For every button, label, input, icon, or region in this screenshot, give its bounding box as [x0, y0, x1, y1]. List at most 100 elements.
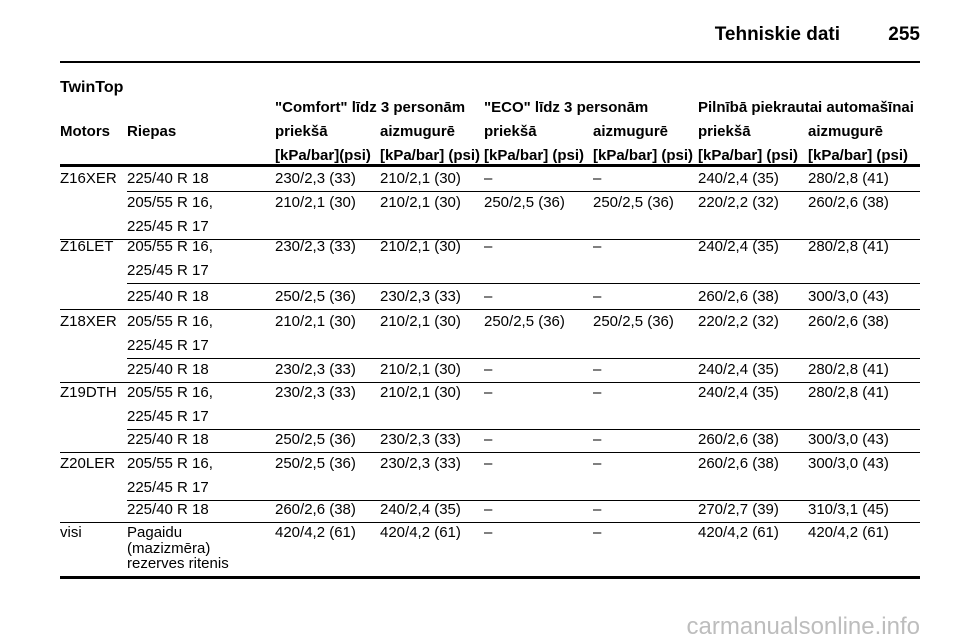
sub-header: aizmugurē	[380, 123, 456, 140]
tyre: 225/45 R 17	[127, 408, 209, 425]
pressure: 300/3,0 (43)	[808, 288, 889, 305]
pressure: 260/2,6 (38)	[808, 194, 889, 211]
pressure: 210/2,1 (30)	[380, 313, 461, 330]
tyre: 205/55 R 16,	[127, 313, 213, 330]
pressure: 420/4,2 (61)	[275, 524, 356, 541]
pressure: 420/4,2 (61)	[380, 524, 461, 541]
pressure: –	[484, 384, 493, 401]
pressure: 210/2,1 (30)	[380, 384, 461, 401]
pressure: –	[484, 501, 493, 518]
group-header: Pilnībā piekrautai automašīnai	[698, 99, 914, 116]
pressure: 420/4,2 (61)	[698, 524, 779, 541]
pressure: 250/2,5 (36)	[275, 431, 356, 448]
pressure: 280/2,8 (41)	[808, 384, 889, 401]
pressure: 420/4,2 (61)	[808, 524, 889, 541]
unit-header: [kPa/bar](psi)	[275, 147, 371, 164]
unit-header: [kPa/bar] (psi)	[808, 147, 909, 164]
pressure: 210/2,1 (30)	[275, 194, 356, 211]
pressure: 250/2,5 (36)	[275, 288, 356, 305]
pressure: –	[484, 238, 493, 255]
tyre: 225/45 R 17	[127, 262, 209, 279]
pressure: 210/2,1 (30)	[380, 194, 461, 211]
rule	[60, 576, 920, 579]
pressure: 310/3,1 (45)	[808, 501, 889, 518]
engine: Z19DTH	[60, 384, 117, 401]
rule	[60, 61, 920, 63]
sub-header: priekšā	[275, 123, 328, 140]
pressure: –	[484, 361, 493, 378]
pressure: 230/2,3 (33)	[275, 384, 356, 401]
rule	[60, 382, 920, 383]
tyre: 225/40 R 18	[127, 288, 209, 305]
tyre: 205/55 R 16,	[127, 194, 213, 211]
tyre: 225/40 R 18	[127, 431, 209, 448]
rule	[60, 164, 920, 167]
rule	[127, 500, 920, 501]
pressure: –	[484, 431, 493, 448]
sub-header: aizmugurē	[593, 123, 669, 140]
engine: Z16XER	[60, 170, 117, 187]
rule	[127, 283, 920, 284]
pressure: 260/2,6 (38)	[698, 431, 779, 448]
group-header: "Comfort" līdz 3 personām	[275, 99, 466, 116]
tyre: 205/55 R 16,	[127, 238, 213, 255]
pressure: 250/2,5 (36)	[275, 455, 356, 472]
pressure: 240/2,4 (35)	[698, 238, 779, 255]
pressure: 210/2,1 (30)	[380, 361, 461, 378]
pressure: 220/2,2 (32)	[698, 194, 779, 211]
pressure: –	[484, 170, 493, 187]
pressure: 240/2,4 (35)	[380, 501, 461, 518]
tyre: rezerves ritenis	[127, 555, 229, 572]
pressure: 260/2,6 (38)	[698, 288, 779, 305]
tyre: 225/45 R 17	[127, 337, 209, 354]
unit-header: [kPa/bar] (psi)	[698, 147, 799, 164]
unit-header: [kPa/bar] (psi)	[380, 147, 481, 164]
pressure: 230/2,3 (33)	[275, 170, 356, 187]
pressure: –	[484, 455, 493, 472]
tyre: 225/40 R 18	[127, 170, 209, 187]
pressure: 260/2,6 (38)	[275, 501, 356, 518]
pressure: 250/2,5 (36)	[484, 194, 565, 211]
pressure: 230/2,3 (33)	[380, 455, 461, 472]
engine: Z16LET	[60, 238, 114, 255]
sub-header: priekšā	[484, 123, 537, 140]
sub-header: priekšā	[698, 123, 751, 140]
pressure: –	[593, 384, 602, 401]
pressure: –	[593, 524, 602, 541]
pressure: 240/2,4 (35)	[698, 361, 779, 378]
pressure: 250/2,5 (36)	[484, 313, 565, 330]
pressure: 280/2,8 (41)	[808, 361, 889, 378]
unit-header: [kPa/bar] (psi)	[484, 147, 585, 164]
rule	[60, 522, 920, 523]
pressure: 250/2,5 (36)	[593, 313, 674, 330]
sub-header: aizmugurē	[808, 123, 884, 140]
group-header: "ECO" līdz 3 personām	[484, 99, 649, 116]
pressure: –	[593, 431, 602, 448]
rule	[127, 191, 920, 192]
page-number: 255	[888, 24, 920, 45]
page-title: Tehniskie dati	[714, 24, 840, 45]
pressure: 300/3,0 (43)	[808, 431, 889, 448]
tyre: 225/45 R 17	[127, 218, 209, 235]
unit-header: [kPa/bar] (psi)	[593, 147, 694, 164]
column-header: Motors	[60, 123, 110, 140]
engine: Z20LER	[60, 455, 116, 472]
pressure: 260/2,6 (38)	[698, 455, 779, 472]
pressure: –	[593, 361, 602, 378]
pressure: 230/2,3 (33)	[275, 238, 356, 255]
rule	[60, 239, 920, 240]
pressure: 260/2,6 (38)	[808, 313, 889, 330]
pressure: 280/2,8 (41)	[808, 238, 889, 255]
engine: visi	[60, 524, 82, 541]
pressure: 240/2,4 (35)	[698, 384, 779, 401]
rule	[60, 309, 920, 310]
pressure: –	[484, 524, 493, 541]
pressure: 230/2,3 (33)	[380, 288, 461, 305]
pressure: –	[593, 501, 602, 518]
pressure: 250/2,5 (36)	[593, 194, 674, 211]
tyre: 225/45 R 17	[127, 479, 209, 496]
pressure: –	[484, 288, 493, 305]
pressure: –	[593, 170, 602, 187]
pressure: 270/2,7 (39)	[698, 501, 779, 518]
